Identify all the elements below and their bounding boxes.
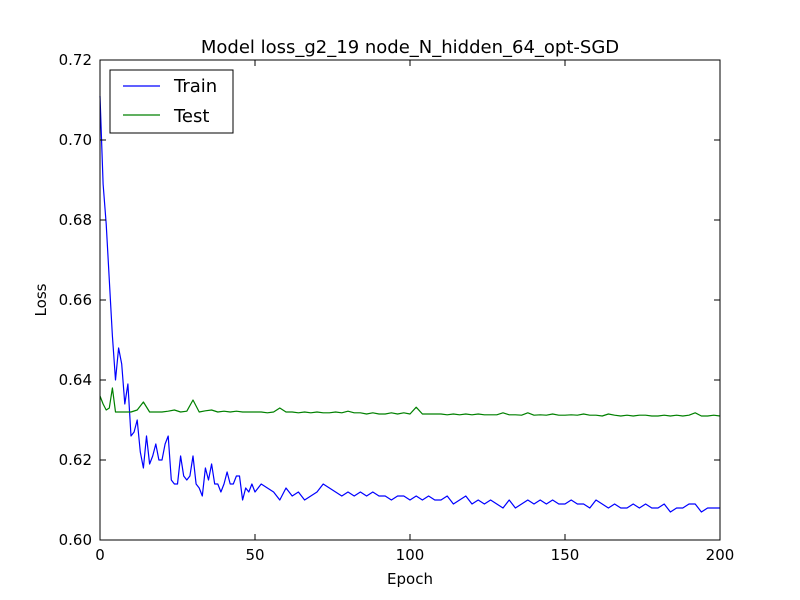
y-tick-label: 0.70 (59, 131, 92, 149)
x-tick-label: 100 (396, 546, 425, 564)
legend-label-train: Train (173, 76, 217, 97)
legend-label-test: Test (173, 106, 209, 127)
series-line-train (99, 95, 720, 513)
ticks-layer: 0 50 100 150 200 0.60 0.62 0.64 0.66 0.68 0.70 0.72 (59, 51, 735, 564)
y-tick-label: 0.68 (59, 211, 92, 229)
plot-area: 0 50 100 150 200 0.60 0.62 0.64 0.66 0.68 0.70 0.72 (59, 51, 735, 564)
y-tick-label: 0.62 (59, 451, 92, 469)
y-tick-label: 0.60 (59, 531, 92, 549)
x-tick-label: 0 (95, 546, 105, 564)
plot-background (100, 60, 720, 540)
x-tick-label: 200 (706, 546, 735, 564)
x-tick-label: 50 (245, 546, 264, 564)
chart-title: Model loss_g2_19 node_N_hidden_64_opt-SG… (201, 37, 619, 58)
y-tick-label: 0.72 (59, 51, 92, 69)
y-axis-label: Loss (32, 283, 50, 316)
legend: Train Test (109, 69, 234, 134)
legend-box (109, 69, 234, 134)
y-tick-label: 0.64 (59, 371, 92, 389)
series-line-test (99, 387, 721, 417)
x-axis-label: Epoch (387, 570, 433, 588)
series-layer (99, 95, 721, 513)
x-tick-label: 150 (551, 546, 580, 564)
y-tick-label: 0.66 (59, 291, 92, 309)
